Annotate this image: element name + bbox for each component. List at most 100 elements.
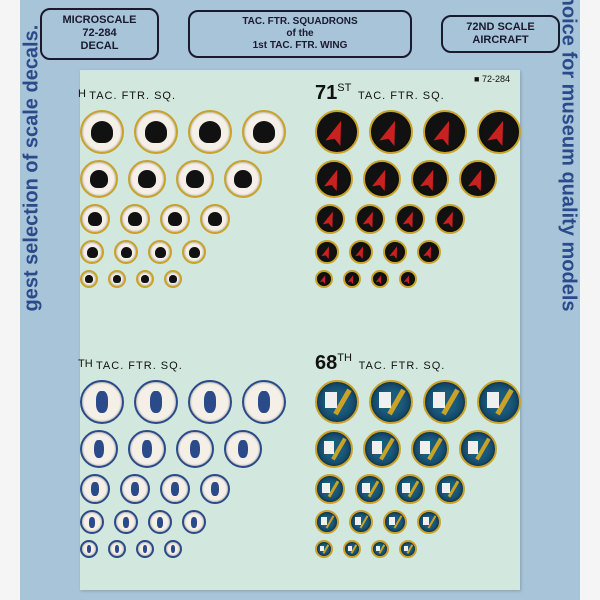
squadron-a-label: H TAC. FTR. SQ. (78, 88, 176, 102)
squadron-c-emblem (128, 430, 166, 468)
squadron-a-emblem (224, 160, 262, 198)
squadron-68-emblem (477, 380, 521, 424)
title-line1: TAC. FTR. SQUADRONS (200, 16, 400, 28)
squadron-c-emblem (120, 474, 150, 504)
squadron-68-emblem (363, 430, 401, 468)
squadron-71-emblem-row (315, 240, 441, 264)
squadron-68-emblem-row (315, 540, 417, 558)
squadron-c-emblem (80, 474, 110, 504)
squadron-68-emblem-row (315, 380, 521, 424)
squadron-c-emblem-row (80, 430, 262, 468)
squadron-68-emblem (459, 430, 497, 468)
brand: MICROSCALE (52, 14, 147, 27)
squadron-a-emblem (188, 110, 232, 154)
squadron-c-emblem (182, 510, 206, 534)
header: MICROSCALE 72-284 DECAL TAC. FTR. SQUADR… (20, 0, 580, 68)
squadron-71-emblem-row (315, 160, 497, 198)
squadron-68-emblem (369, 380, 413, 424)
squadron-c-emblem (114, 510, 138, 534)
squadron-68-emblem (343, 540, 361, 558)
slogan-right: choice for museum quality models (557, 0, 580, 312)
squadron-68-emblem (315, 540, 333, 558)
scale-box: 72ND SCALE AIRCRAFT (441, 15, 560, 53)
decal-sheet: ■ 72-284 H TAC. FTR. SQ. 71ST TAC. FTR. … (80, 70, 520, 590)
squadron-68-emblem (383, 510, 407, 534)
squadron-c-emblem-row (80, 540, 182, 558)
squadron-68-emblem (315, 380, 359, 424)
squadron-71-emblem (459, 160, 497, 198)
squadron-68-emblem (435, 474, 465, 504)
squadron-68-emblem (315, 430, 353, 468)
squadron-a-emblem (80, 160, 118, 198)
squadron-a-emblem-row (80, 240, 206, 264)
squadron-71-emblem (315, 160, 353, 198)
squadron-68-emblem-row (315, 430, 497, 468)
squadron-c-emblem (108, 540, 126, 558)
scale-line2: AIRCRAFT (453, 34, 548, 47)
squadron-71-emblem (435, 204, 465, 234)
squadron-68-emblem (315, 474, 345, 504)
squadron-a-emblem (80, 204, 110, 234)
squadron-a-emblem-row (80, 270, 182, 288)
squadron-a-emblem (200, 204, 230, 234)
squadron-68-emblem (355, 474, 385, 504)
squadron-71-emblem (315, 204, 345, 234)
squadron-c-emblem (136, 540, 154, 558)
squadron-a-emblem (160, 204, 190, 234)
squadron-71-emblem (369, 110, 413, 154)
squadron-a-emblem (108, 270, 126, 288)
squadron-c-emblem (242, 380, 286, 424)
squadron-68-emblem (315, 510, 339, 534)
scale-line1: 72ND SCALE (453, 21, 548, 34)
squadron-c-emblem (160, 474, 190, 504)
squadron-a-emblem (80, 110, 124, 154)
title-line2: of the (200, 28, 400, 40)
squadron-71-emblem (343, 270, 361, 288)
squadron-68-emblem-row (315, 474, 465, 504)
squadron-68-emblem (371, 540, 389, 558)
sheet-part-number: ■ 72-284 (474, 74, 510, 84)
squadron-a-emblem (128, 160, 166, 198)
squadron-71-emblem (363, 160, 401, 198)
squadron-a-emblem (176, 160, 214, 198)
squadron-71-emblem (383, 240, 407, 264)
squadron-c-emblem (200, 474, 230, 504)
squadron-c-emblem (80, 540, 98, 558)
squadron-a-emblem (114, 240, 138, 264)
squadron-68-emblem (417, 510, 441, 534)
squadron-71-emblem (411, 160, 449, 198)
squadron-71-emblem (371, 270, 389, 288)
squadron-71-emblem-row (315, 110, 521, 154)
squadron-68-emblem (423, 380, 467, 424)
squadron-a-emblem (80, 240, 104, 264)
squadron-a-emblem-row (80, 160, 262, 198)
squadron-a-emblem (148, 240, 172, 264)
squadron-71-emblem (477, 110, 521, 154)
squadron-a-emblem (164, 270, 182, 288)
squadron-a-emblem-row (80, 110, 286, 154)
squadron-c-emblem (176, 430, 214, 468)
squadron-a-emblem (242, 110, 286, 154)
squadron-c-label: TH TAC. FTR. SQ. (78, 358, 183, 372)
squadron-71-emblem (315, 110, 359, 154)
product-type: DECAL (52, 40, 147, 53)
squadron-71-emblem-row (315, 270, 417, 288)
squadron-68-emblem (411, 430, 449, 468)
squadron-a-emblem (120, 204, 150, 234)
squadron-c-emblem (224, 430, 262, 468)
squadron-68-emblem (395, 474, 425, 504)
squadron-71-emblem (349, 240, 373, 264)
squadron-c-emblem (80, 380, 124, 424)
squadron-68-emblem (349, 510, 373, 534)
squadron-a-emblem-row (80, 204, 230, 234)
title-box: TAC. FTR. SQUADRONS of the 1st TAC. FTR.… (188, 10, 412, 58)
squadron-71-label: 71ST TAC. FTR. SQ. (315, 82, 445, 105)
product-id-box: MICROSCALE 72-284 DECAL (40, 8, 159, 60)
squadron-c-emblem (164, 540, 182, 558)
squadron-c-emblem (80, 430, 118, 468)
decal-package: MICROSCALE 72-284 DECAL TAC. FTR. SQUADR… (20, 0, 580, 600)
squadron-68-emblem-row (315, 510, 441, 534)
slogan-left: gest selection of scale decals. (21, 25, 44, 312)
squadron-71-emblem (315, 240, 339, 264)
squadron-71-emblem (355, 204, 385, 234)
